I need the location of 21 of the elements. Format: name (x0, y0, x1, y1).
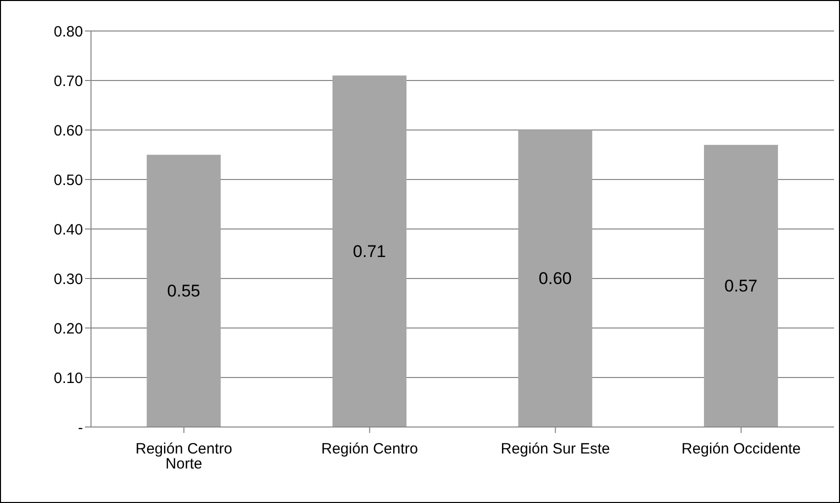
y-tick-label: 0.60 (54, 122, 83, 140)
x-tick-label: Región Centro Norte (136, 440, 232, 473)
data-label: 0.71 (352, 242, 386, 261)
data-label: 0.55 (167, 281, 200, 300)
data-label: 0.60 (538, 269, 572, 288)
y-tick-label: 0.40 (54, 221, 83, 238)
data-label: 0.57 (724, 276, 758, 296)
bar (332, 76, 406, 427)
bar (146, 154, 221, 427)
bar (704, 144, 778, 427)
y-tick-label: - (78, 419, 83, 436)
bar (518, 130, 592, 427)
y-tick-label: 0.20 (54, 320, 83, 338)
y-tick-label: 0.80 (54, 23, 83, 40)
y-tick-label: 0.10 (54, 370, 83, 387)
y-tick-label: 0.70 (54, 72, 83, 90)
y-tick-label: 0.30 (54, 270, 83, 288)
y-tick-label: 0.50 (54, 172, 83, 189)
x-tick-label: Región Centro (321, 440, 418, 458)
x-tick-label: Región Occidente (682, 440, 801, 458)
x-tick-label: Región Sur Este (500, 440, 610, 458)
